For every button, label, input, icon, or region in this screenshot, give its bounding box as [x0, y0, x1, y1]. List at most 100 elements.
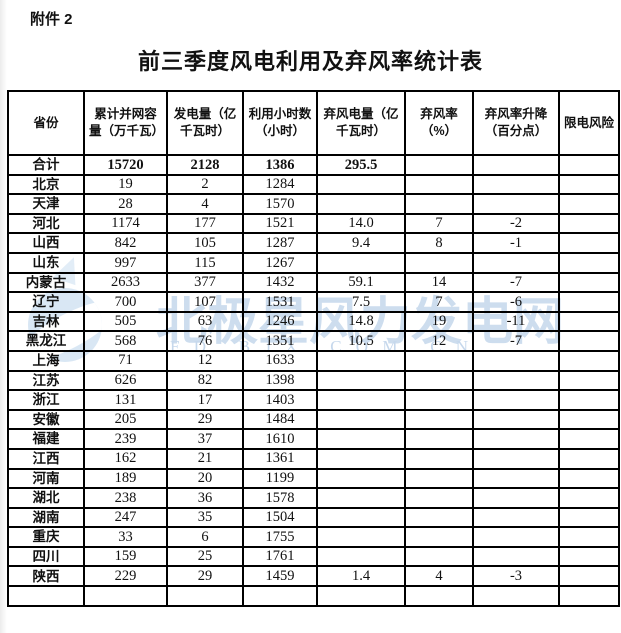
- cell-risk: [558, 330, 620, 352]
- cell-hours: 1287: [242, 232, 318, 254]
- cell-province: 山西: [7, 232, 85, 254]
- cell-curtailed: [316, 447, 406, 470]
- cell-risk: [558, 310, 620, 333]
- cell-rate: [404, 173, 474, 196]
- cell-risk: [558, 447, 620, 470]
- cell-generation: 82: [166, 369, 244, 392]
- cell-curtailed: [316, 173, 406, 196]
- cell-change: -2: [472, 212, 560, 235]
- cell-hours: 1403: [242, 389, 318, 411]
- cell-risk: [558, 271, 620, 294]
- header-risk: 限电风险: [558, 90, 620, 156]
- cell-curtailed: 9.4: [316, 232, 406, 254]
- cell-generation: 76: [166, 330, 244, 352]
- cell-risk: [558, 349, 620, 372]
- cell-rate: [404, 428, 474, 450]
- cell-curtailed: [316, 193, 406, 215]
- cell-change: -11: [472, 310, 560, 333]
- cell-change: [472, 369, 560, 392]
- cell-hours: 1361: [242, 447, 318, 470]
- cell-change: [472, 349, 560, 372]
- cell-rate: [404, 154, 474, 176]
- cell-curtailed: [316, 428, 406, 450]
- cell-hours: 1521: [242, 212, 318, 235]
- table-row: 江西 162 21 1361: [7, 447, 620, 470]
- table-row: [7, 585, 620, 607]
- cell-generation: 37: [166, 428, 244, 450]
- cell-rate: [404, 545, 474, 568]
- attachment-label: 附件 2: [30, 11, 73, 28]
- cell-capacity: 189: [83, 467, 168, 490]
- table-row: 天津 28 4 1570: [7, 193, 620, 215]
- cell-rate: 7: [404, 291, 474, 313]
- cell-risk: [558, 408, 620, 431]
- cell-province: 浙江: [7, 389, 85, 411]
- header-generation: 发电量（亿千瓦时）: [166, 90, 244, 156]
- cell-risk: [558, 369, 620, 392]
- cell-province: 北京: [7, 173, 85, 196]
- cell-curtailed: 10.5: [316, 330, 406, 352]
- cell-capacity: 700: [83, 291, 168, 313]
- cell-province: 湖南: [7, 506, 85, 529]
- cell-hours: 1570: [242, 193, 318, 215]
- cell-hours: 1531: [242, 291, 318, 313]
- table-row: 四川 159 25 1761: [7, 545, 620, 568]
- cell-risk: [558, 545, 620, 568]
- table-row: 湖北 238 36 1578: [7, 487, 620, 509]
- table-row: 上海 71 12 1633: [7, 349, 620, 372]
- cell-risk: [558, 173, 620, 196]
- cell-capacity: 997: [83, 251, 168, 274]
- cell-change: [472, 251, 560, 274]
- cell-province: 福建: [7, 428, 85, 450]
- cell-change: [472, 447, 560, 470]
- cell-province: 重庆: [7, 526, 85, 548]
- cell-risk: [558, 487, 620, 509]
- header-change: 弃风率升降（百分点）: [472, 90, 560, 156]
- cell-generation: 12: [166, 349, 244, 372]
- cell-hours: [242, 585, 318, 607]
- cell-generation: 29: [166, 565, 244, 588]
- cell-rate: [404, 251, 474, 274]
- cell-capacity: 205: [83, 408, 168, 431]
- cell-curtailed: [316, 545, 406, 568]
- table-row: 吉林 505 63 1246 14.8 19 -11: [7, 310, 620, 333]
- cell-curtailed: 14.8: [316, 310, 406, 333]
- cell-curtailed: 14.0: [316, 212, 406, 235]
- cell-hours: 1398: [242, 369, 318, 392]
- cell-curtailed: [316, 506, 406, 529]
- cell-capacity: [83, 585, 168, 607]
- cell-rate: [404, 389, 474, 411]
- cell-province: 陕西: [7, 565, 85, 588]
- cell-capacity: 626: [83, 369, 168, 392]
- cell-province: 合计: [7, 154, 85, 176]
- cell-generation: 35: [166, 506, 244, 529]
- table-row: 陕西 229 29 1459 1.4 4 -3: [7, 565, 620, 588]
- cell-risk: [558, 506, 620, 529]
- cell-generation: [166, 585, 244, 607]
- cell-curtailed: [316, 349, 406, 372]
- cell-capacity: 162: [83, 447, 168, 470]
- cell-change: [472, 526, 560, 548]
- cell-generation: 17: [166, 389, 244, 411]
- cell-change: [472, 487, 560, 509]
- cell-risk: [558, 526, 620, 548]
- header-capacity: 累计并网容量（万千瓦）: [83, 90, 168, 156]
- header-rate: 弃风率（%）: [404, 90, 474, 156]
- cell-capacity: 247: [83, 506, 168, 529]
- cell-curtailed: [316, 526, 406, 548]
- cell-rate: 8: [404, 232, 474, 254]
- cell-province: 江西: [7, 447, 85, 470]
- cell-hours: 1284: [242, 173, 318, 196]
- cell-curtailed: [316, 389, 406, 411]
- cell-province: 天津: [7, 193, 85, 215]
- cell-rate: 4: [404, 565, 474, 588]
- header-curtailed: 弃风电量（亿千瓦时）: [316, 90, 406, 156]
- cell-province: 安徽: [7, 408, 85, 431]
- cell-province: 江苏: [7, 369, 85, 392]
- cell-rate: [404, 193, 474, 215]
- cell-hours: 1432: [242, 271, 318, 294]
- cell-rate: 12: [404, 330, 474, 352]
- cell-hours: 1504: [242, 506, 318, 529]
- cell-generation: 21: [166, 447, 244, 470]
